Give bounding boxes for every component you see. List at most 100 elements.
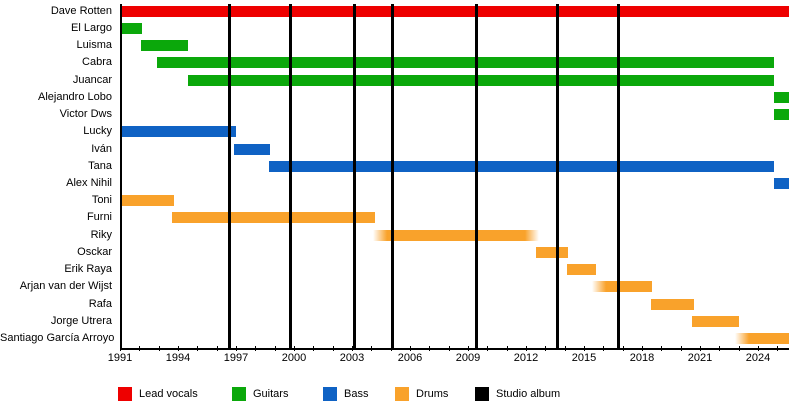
member-name-column: Dave Rotten El Largo Luisma Cabra Juancar Ale… — [0, 0, 116, 360]
bar-erik-raya — [566, 264, 596, 276]
studio-album-line — [556, 4, 560, 348]
axis-year-label: 1991 — [107, 352, 133, 364]
axis-tick — [274, 346, 276, 351]
legend-label: Bass — [344, 388, 369, 400]
bar-furni — [172, 212, 376, 224]
axis-tick — [120, 346, 121, 351]
member-label: Jorge Utrera — [50, 314, 112, 327]
axis-tick — [313, 346, 315, 351]
axis-year-label: 2003 — [339, 352, 365, 364]
axis-tick — [526, 346, 527, 351]
axis-tick — [545, 346, 547, 351]
axis-tick — [294, 346, 295, 351]
legend-label: Lead vocals — [139, 388, 198, 400]
legend-swatch — [323, 387, 337, 401]
member-label: Toni — [91, 194, 112, 207]
studio-album-line — [288, 4, 292, 348]
axis-tick — [468, 346, 469, 351]
axis-tick — [506, 346, 508, 351]
member-label: Alex Nihil — [66, 177, 112, 189]
axis-tick — [352, 346, 353, 351]
member-label: Victor Dws — [59, 108, 112, 121]
bar-el-largo — [122, 22, 143, 34]
bar-ivan — [234, 143, 270, 155]
bar-alex-nihil — [773, 178, 789, 189]
bar-luisma — [141, 40, 188, 52]
studio-album-line — [617, 4, 621, 348]
plot-area — [120, 4, 789, 350]
bar-santiago-garcia-arroyo — [734, 333, 789, 345]
axis-tick — [661, 346, 663, 351]
bar-juancar — [187, 74, 774, 86]
member-label: Santiago García Arroyo — [0, 332, 115, 345]
studio-album-line — [475, 4, 479, 348]
axis-tick — [777, 346, 779, 351]
legend: Lead vocals Guitars Bass Drums Studio album — [0, 387, 800, 403]
axis-tick — [158, 346, 160, 351]
bar-dave-rotten — [122, 5, 789, 17]
axis-tick — [429, 346, 431, 351]
member-label: Luisma — [76, 39, 112, 52]
axis-year-label: 1994 — [165, 352, 191, 364]
axis-year-label: 2024 — [745, 352, 771, 364]
axis-year-label: 2021 — [687, 352, 713, 364]
bar-toni — [122, 195, 175, 207]
member-label: Rafa — [88, 297, 112, 310]
axis-year-label: 2000 — [281, 352, 307, 364]
legend-swatch — [395, 387, 409, 401]
axis-year-label: 2015 — [571, 352, 597, 364]
axis-tick — [603, 346, 605, 351]
member-label: Juancar — [72, 73, 112, 86]
axis-tick — [642, 346, 643, 351]
axis-tick — [410, 346, 411, 351]
axis-tick — [680, 346, 682, 351]
axis-tick — [719, 346, 721, 351]
axis-tick — [371, 346, 373, 351]
bar-arjan-van-der-wijst — [591, 281, 652, 293]
axis-tick — [216, 346, 218, 351]
member-label: Arjan van der Wijst — [19, 280, 112, 293]
legend-label: Studio album — [496, 388, 561, 400]
axis-tick — [255, 346, 257, 351]
member-label: El Largo — [71, 21, 112, 34]
axis-tick — [197, 346, 199, 351]
studio-album-line — [391, 4, 395, 348]
member-label: Riky — [90, 228, 112, 241]
member-label: Cabra — [82, 56, 112, 69]
axis-year-label: 1997 — [223, 352, 249, 364]
legend-label: Drums — [416, 388, 449, 400]
legend-label: Guitars — [253, 388, 289, 400]
axis-year-label: 2012 — [513, 352, 539, 364]
bar-lucky — [122, 126, 237, 138]
axis-year-label: 2009 — [455, 352, 481, 364]
axis-year-label: 2006 — [397, 352, 423, 364]
bar-cabra — [156, 57, 774, 69]
axis-tick — [178, 346, 179, 351]
axis-tick — [738, 346, 740, 351]
legend-swatch — [475, 387, 489, 401]
bar-tana — [268, 160, 774, 172]
bar-jorge-utrera — [692, 315, 739, 327]
axis-tick — [332, 346, 334, 351]
bar-osckar — [535, 246, 568, 258]
member-label: Iván — [91, 142, 112, 155]
axis-tick — [487, 346, 489, 351]
axis-tick — [622, 346, 624, 351]
bar-riky — [373, 229, 539, 241]
bar-alejandro-lobo — [773, 91, 789, 103]
axis-tick — [390, 346, 392, 351]
member-label: Tana — [88, 159, 112, 172]
member-label: Furni — [86, 211, 112, 224]
studio-album-line — [227, 4, 231, 348]
axis-tick — [564, 346, 566, 351]
axis-tick — [700, 346, 701, 351]
legend-swatch — [232, 387, 246, 401]
member-label: Erik Raya — [64, 263, 112, 276]
axis-year-label: 2018 — [629, 352, 655, 364]
member-label: Dave Rotten — [50, 4, 112, 17]
bar-victor-dws — [773, 109, 789, 121]
member-label: Lucky — [83, 125, 112, 138]
member-label: Alejandro Lobo — [37, 90, 112, 103]
legend-swatch — [118, 387, 132, 401]
